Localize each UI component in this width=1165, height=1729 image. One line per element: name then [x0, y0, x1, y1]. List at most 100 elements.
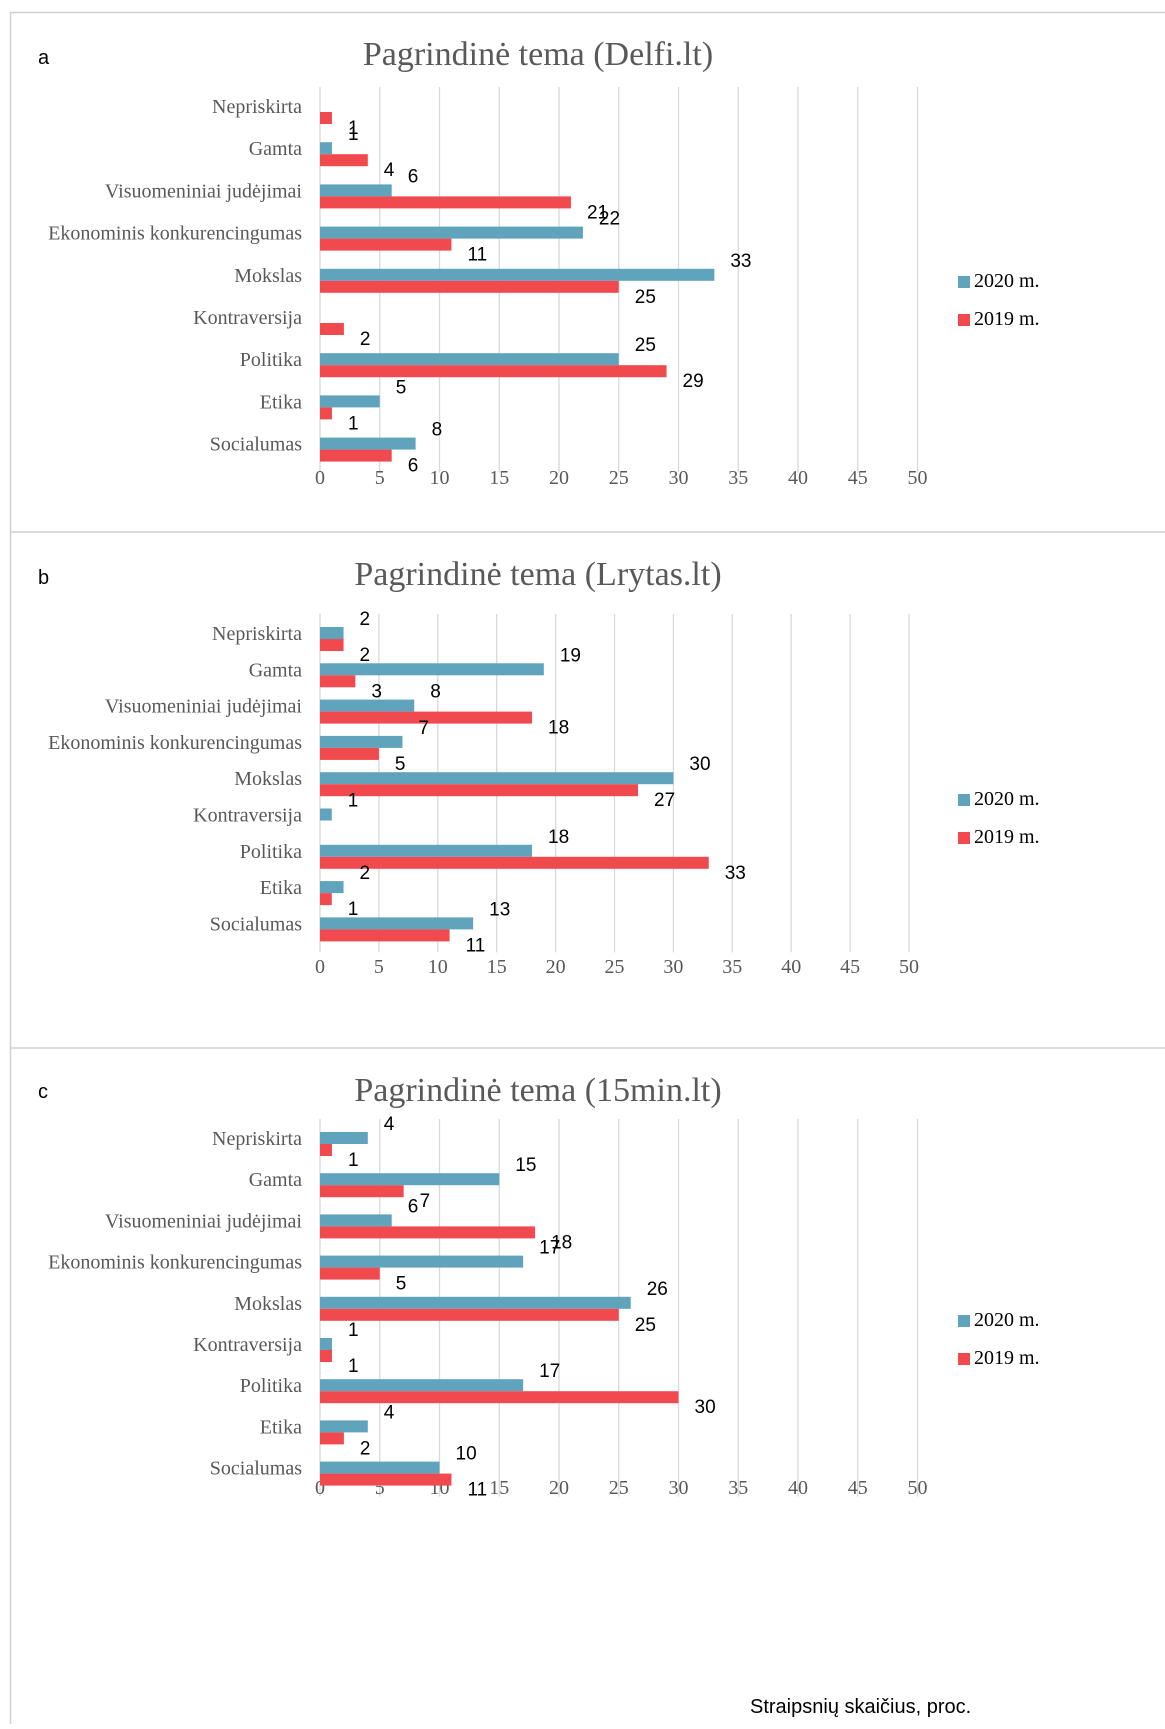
data-label: 6 — [408, 166, 419, 187]
bar-2020 — [320, 227, 583, 239]
data-label: 33 — [725, 863, 746, 884]
data-label: 1 — [348, 1356, 359, 1377]
panel-letter: c — [38, 1081, 48, 1103]
bar-2019 — [320, 1350, 332, 1362]
data-label: 33 — [730, 251, 751, 272]
data-label: 27 — [654, 790, 675, 811]
bar-2019 — [320, 1185, 404, 1197]
category-label: Etika — [260, 877, 302, 899]
data-label: 4 — [384, 1402, 395, 1423]
category-label: Visuomeniniai judėjimai — [105, 1210, 303, 1232]
x-tick-label: 5 — [375, 467, 385, 489]
bar-2019 — [320, 1144, 332, 1156]
data-label: 4 — [384, 160, 395, 181]
data-label: 2 — [360, 329, 371, 350]
category-label: Socialumas — [210, 1458, 302, 1480]
data-label: 2 — [360, 645, 371, 666]
bar-2020 — [320, 1256, 523, 1268]
data-label: 5 — [396, 377, 407, 398]
x-tick-label: 50 — [899, 956, 919, 978]
x-axis-unit-label: Straipsnių skaičius, proc. — [750, 1696, 971, 1719]
bar-2020 — [320, 1132, 368, 1144]
panel-letter: a — [38, 47, 50, 69]
category-label: Nepriskirta — [212, 623, 302, 645]
data-label: 11 — [467, 245, 487, 266]
bar-2020 — [320, 845, 532, 857]
data-label: 30 — [689, 754, 710, 775]
x-tick-label: 45 — [848, 1477, 868, 1499]
x-tick-label: 30 — [669, 467, 689, 489]
bar-2020 — [320, 184, 392, 196]
data-label: 11 — [466, 935, 486, 956]
bar-2020 — [320, 1214, 392, 1226]
bar-2019 — [320, 196, 571, 208]
data-label: 1 — [348, 413, 359, 434]
category-label: Visuomeniniai judėjimai — [105, 180, 303, 202]
x-tick-label: 15 — [487, 956, 507, 978]
x-tick-label: 30 — [669, 1477, 689, 1499]
bar-2019 — [320, 1432, 344, 1444]
data-label: 18 — [548, 827, 569, 848]
category-label: Gamta — [249, 1169, 302, 1191]
bar-2019 — [320, 1391, 679, 1403]
bar-2020 — [320, 663, 544, 675]
data-label: 1 — [348, 1320, 359, 1341]
bar-2019 — [320, 1474, 451, 1486]
bar-2019 — [320, 323, 344, 335]
bar-2019 — [320, 407, 332, 419]
bar-2020 — [320, 269, 714, 281]
data-label: 2 — [360, 609, 371, 630]
bar-2019 — [320, 784, 638, 796]
bar-2020 — [320, 809, 332, 821]
bar-2020 — [320, 395, 380, 407]
data-label: 1 — [348, 124, 359, 145]
bar-2020 — [320, 917, 473, 929]
data-label: 22 — [599, 209, 620, 230]
category-label: Mokslas — [234, 1293, 302, 1315]
x-tick-label: 20 — [546, 956, 566, 978]
bar-2020 — [320, 700, 414, 712]
data-label: 18 — [548, 718, 569, 739]
data-label: 1 — [348, 791, 359, 812]
bar-2019 — [320, 675, 355, 687]
data-label: 25 — [635, 1315, 656, 1336]
x-tick-label: 20 — [549, 467, 569, 489]
data-label: 4 — [384, 1114, 395, 1135]
bar-2019 — [320, 639, 344, 651]
category-label: Etika — [260, 1416, 302, 1438]
data-label: 1 — [348, 899, 359, 920]
data-label: 30 — [695, 1397, 716, 1418]
data-label: 29 — [683, 371, 704, 392]
data-label: 17 — [539, 1361, 560, 1382]
x-tick-label: 40 — [781, 956, 801, 978]
category-label: Etika — [260, 391, 302, 413]
x-tick-label: 45 — [840, 956, 860, 978]
bar-2020 — [320, 1379, 523, 1391]
legend-label: 2020 m. — [974, 1309, 1040, 1331]
x-tick-label: 15 — [489, 1477, 509, 1499]
category-label: Kontraversija — [193, 307, 302, 329]
data-label: 6 — [408, 1196, 419, 1217]
x-tick-label: 10 — [430, 467, 450, 489]
x-tick-label: 50 — [908, 467, 928, 489]
category-label: Nepriskirta — [212, 96, 302, 118]
data-label: 3 — [371, 681, 382, 702]
x-tick-label: 0 — [315, 467, 325, 489]
bar-2020 — [320, 1173, 499, 1185]
data-label: 15 — [515, 1155, 536, 1176]
data-label: 25 — [635, 335, 656, 356]
legend-label: 2020 m. — [974, 270, 1040, 292]
x-tick-label: 40 — [788, 467, 808, 489]
bar-2019 — [320, 1268, 380, 1280]
legend-swatch-2020 — [958, 1315, 970, 1327]
bar-2019 — [320, 154, 368, 166]
bar-2020 — [320, 142, 332, 154]
bar-2019 — [320, 893, 332, 905]
x-tick-label: 40 — [788, 1477, 808, 1499]
data-label: 5 — [395, 754, 406, 775]
x-tick-label: 5 — [374, 956, 384, 978]
bar-2019 — [320, 857, 709, 869]
category-label: Kontraversija — [193, 1334, 302, 1356]
data-label: 17 — [539, 1238, 560, 1259]
